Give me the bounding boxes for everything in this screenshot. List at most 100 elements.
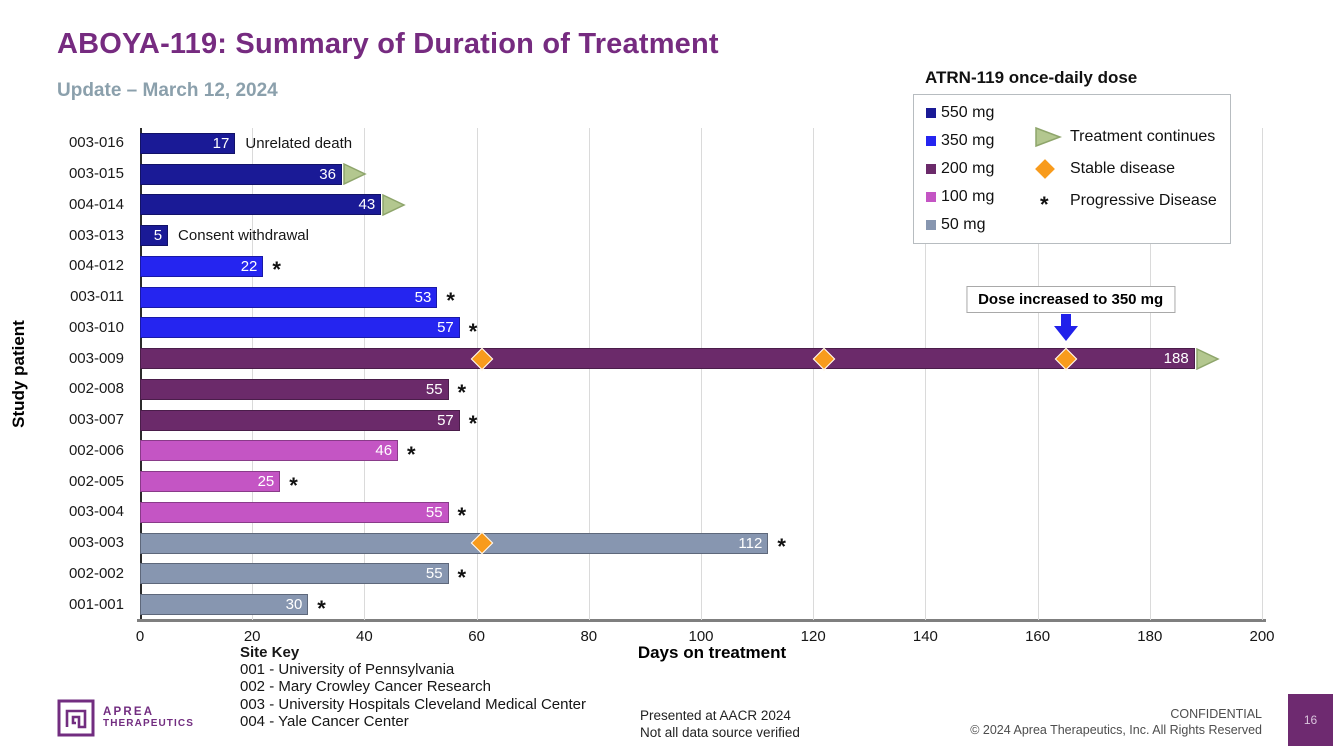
y-axis-label: 002-006: [68, 441, 124, 459]
x-tick-label: 160: [1025, 628, 1051, 645]
gridline: [588, 128, 590, 620]
page-number-badge: 16: [1288, 694, 1333, 746]
progressive-disease-marker: *: [317, 595, 326, 621]
bar-annotation: Consent withdrawal: [178, 227, 309, 245]
y-axis-label: 003-004: [68, 503, 124, 521]
stable-disease-icon: [1034, 159, 1070, 179]
progressive-disease-marker: *: [457, 564, 467, 590]
site-key-entry: 002 - Mary Crowley Cancer Research: [240, 678, 491, 696]
treatment-bar: 36: [140, 163, 342, 185]
progressive-disease-marker: *: [272, 257, 281, 283]
x-axis-title: Days on treatment: [637, 643, 787, 662]
y-axis-label: 002-002: [68, 564, 124, 582]
dose-label: 550 mg: [941, 104, 995, 121]
gridline: [925, 128, 927, 620]
dose-label: 350 mg: [941, 132, 995, 149]
y-axis-line: [140, 128, 142, 620]
bar-value-label: 53: [414, 288, 432, 306]
site-key-entry: 003 - University Hospitals Cleveland Med…: [240, 695, 586, 713]
gridline: [1262, 128, 1263, 620]
y-axis-label: 003-009: [68, 349, 124, 367]
treatment-bar: 30: [140, 594, 309, 616]
y-axis-title: Study patient: [9, 320, 29, 428]
gridline: [1149, 128, 1151, 620]
treatment-continues-icon: [1034, 126, 1070, 148]
progressive-disease-marker: *: [777, 534, 786, 560]
treatment-bar: 55: [140, 378, 449, 400]
bar-value-label: 36: [319, 165, 336, 183]
treatment-bar: 55: [140, 563, 449, 585]
bar-value-label: 55: [425, 503, 443, 521]
gridline: [252, 128, 254, 620]
bar-value-label: 43: [358, 196, 376, 214]
treatment-bar: 57: [140, 409, 460, 431]
legend-item-200mg: 200 mg: [926, 155, 994, 183]
site-key-entry: 004 - Yale Cancer Center: [240, 712, 409, 730]
company-logo: APREA THERAPEUTICS: [57, 699, 194, 737]
bar-value-label: 5: [153, 227, 163, 245]
y-axis-label: 003-011: [70, 288, 124, 306]
progressive-disease-marker: *: [289, 472, 298, 498]
x-tick-label: 40: [356, 628, 373, 645]
legend: 550 mg 350 mg 200 mg 100 mg 50 mg: [913, 94, 1231, 244]
bar-value-label: 22: [240, 257, 258, 275]
treatment-bar: 46: [140, 440, 399, 462]
site-key: Site Key 001 - University of Pennsylvani…: [240, 644, 586, 730]
symbol-label: Progressive Disease: [1070, 192, 1217, 209]
x-tick-label: 140: [912, 628, 938, 645]
copyright-label: © 2024 Aprea Therapeutics, Inc. All Righ…: [970, 723, 1262, 737]
y-axis-label: 003-010: [68, 318, 124, 336]
page-subtitle: Update – March 12, 2024: [57, 80, 278, 101]
legend-item-100mg: 100 mg: [926, 183, 994, 211]
x-tick-label: 200: [1249, 628, 1275, 645]
dose-label: 50 mg: [941, 216, 986, 233]
bar-chart: 0 20 40 60 80 100 120 140 160 180 200 17 Unrelated d…: [136, 128, 1275, 645]
logo-text: APREA THERAPEUTICS: [103, 706, 194, 729]
bar-value-label: 55: [425, 565, 443, 583]
dose-swatch-550: [926, 108, 936, 118]
legend-dose-column: 550 mg 350 mg 200 mg 100 mg 50 mg: [926, 99, 994, 239]
treatment-bar: 55: [140, 501, 449, 523]
legend-item-50mg: 50 mg: [926, 211, 994, 239]
x-tick-label: 0: [135, 628, 145, 645]
site-key-entry: 001 - University of Pennsylvania: [240, 661, 455, 679]
treatment-bar: 5: [140, 225, 169, 247]
progressive-disease-marker: *: [446, 288, 455, 314]
y-axis-label: 002-008: [68, 380, 124, 398]
y-axis-label: 002-005: [68, 472, 124, 490]
progressive-disease-icon: *: [1040, 192, 1049, 217]
y-axis-label: 003-015: [68, 165, 124, 183]
legend-item-stable-disease: Stable disease: [1034, 153, 1217, 185]
progressive-disease-marker: *: [468, 411, 478, 437]
x-tick-label: 60: [468, 628, 485, 645]
treatment-bar: 17: [140, 132, 236, 154]
legend-item-350mg: 350 mg: [926, 127, 994, 155]
progressive-disease-marker: *: [407, 441, 416, 467]
x-tick-label: 100: [688, 628, 714, 645]
dose-swatch-200: [926, 164, 936, 174]
treatment-bar: 22: [140, 255, 264, 277]
treatment-bar: 112: [140, 532, 769, 554]
symbol-label: Treatment continues: [1070, 128, 1216, 145]
progressive-disease-marker: *: [457, 503, 467, 529]
dose-increase-callout: Dose increased to 350 mg: [966, 286, 1176, 314]
symbol-label: Stable disease: [1070, 160, 1175, 177]
y-axis-label: 004-014: [68, 195, 124, 213]
gridline: [813, 128, 815, 620]
bar-value-label: 57: [437, 411, 454, 429]
treatment-bar: 188: [140, 348, 1195, 370]
y-axis-label: 003-007: [68, 411, 124, 429]
legend-title: ATRN-119 once-daily dose: [925, 68, 1138, 87]
treatment-bar: 43: [140, 194, 382, 216]
y-axis-labels: 003-016 003-015 004-014 003-013 004-012 003-0…: [40, 128, 132, 620]
bar-value-label: 57: [437, 319, 454, 337]
gridline: [476, 128, 478, 620]
confidential-label: CONFIDENTIAL: [1170, 707, 1262, 721]
gridline: [364, 128, 366, 620]
legend-item-treatment-continues: Treatment continues: [1034, 121, 1217, 153]
dose-increase-arrow-icon: [1053, 314, 1079, 347]
bar-value-label: 188: [1163, 350, 1189, 368]
bar-value-label: 55: [425, 380, 443, 398]
dose-swatch-50: [926, 220, 936, 230]
